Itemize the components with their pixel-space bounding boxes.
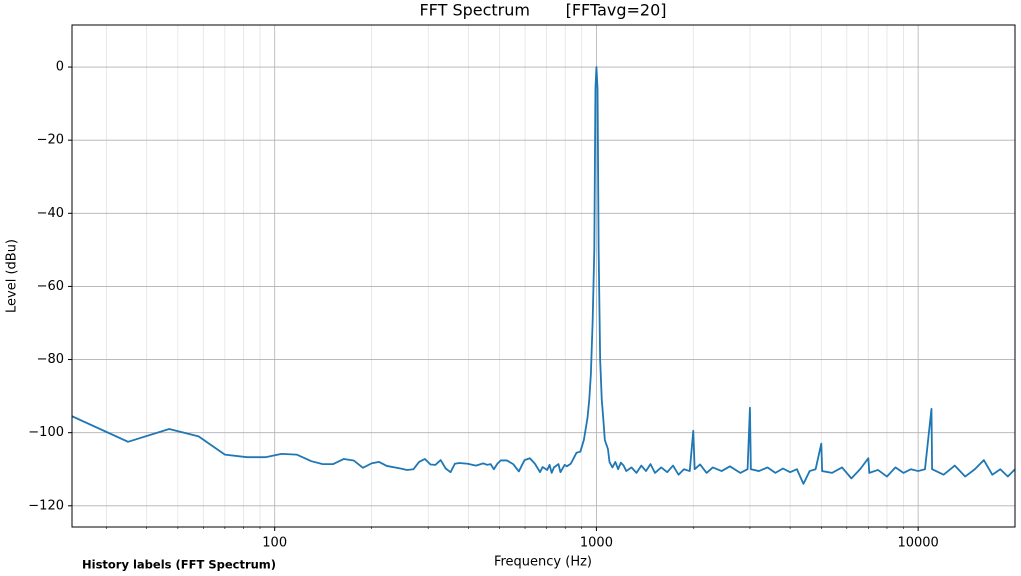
y-axis-label: Level (dBu) — [5, 239, 20, 313]
y-tick-label: −60 — [37, 279, 64, 294]
y-tick-label: −100 — [28, 425, 64, 440]
x-tick-label: 1000 — [580, 536, 613, 551]
plot-frame — [71, 24, 1016, 528]
chart-title: FFT Spectrum [FFTavg=20] — [419, 1, 666, 20]
x-axis-label: Frequency (Hz) — [494, 555, 592, 570]
footer-label: History labels (FFT Spectrum) — [82, 558, 276, 572]
y-tick-label: 0 — [56, 60, 64, 75]
y-tick-label: −20 — [37, 133, 64, 148]
x-tick-label: 100 — [262, 536, 287, 551]
y-tick-label: −40 — [37, 206, 64, 221]
y-tick-label: −120 — [28, 498, 64, 513]
data-line — [72, 66, 1015, 485]
x-tick-label: 10000 — [897, 536, 938, 551]
y-tick-label: −80 — [37, 352, 64, 367]
